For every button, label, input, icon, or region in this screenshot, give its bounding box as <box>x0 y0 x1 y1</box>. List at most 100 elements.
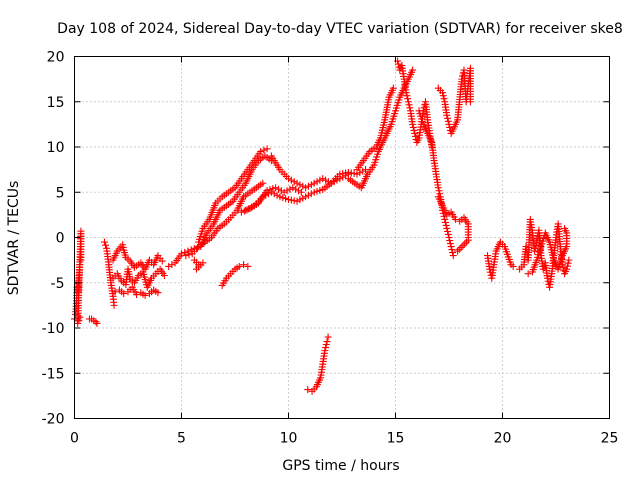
data-point <box>466 98 474 106</box>
data-point <box>565 256 573 264</box>
data-point <box>160 272 168 280</box>
data-point <box>110 301 118 309</box>
grid-layer <box>74 56 610 419</box>
data-point <box>403 92 411 100</box>
data-point <box>459 242 467 250</box>
data-point <box>454 247 462 255</box>
data-point <box>509 262 517 270</box>
data-point <box>446 237 454 245</box>
data-point <box>102 241 110 249</box>
data-point <box>405 101 413 109</box>
y-tick-label: 10 <box>47 140 65 156</box>
data-point <box>192 265 200 273</box>
data-point <box>100 238 108 246</box>
chart-title: Day 108 of 2024, Sidereal Day-to-day VTE… <box>57 21 623 37</box>
data-point <box>444 117 452 125</box>
x-tick-label: 15 <box>387 431 405 447</box>
data-point <box>263 145 271 153</box>
data-point <box>321 347 329 355</box>
data-point <box>445 234 453 241</box>
y-tick-label: -5 <box>51 276 65 292</box>
data-point <box>75 316 83 324</box>
data-point <box>409 120 417 128</box>
data-point <box>322 344 330 352</box>
data-point <box>451 215 459 223</box>
data-point <box>184 247 192 255</box>
data-point <box>441 215 449 223</box>
data-point <box>111 288 119 296</box>
data-point <box>235 262 243 270</box>
data-point <box>404 98 412 106</box>
data-point <box>486 265 494 273</box>
data-point <box>185 251 193 259</box>
data-point <box>244 262 252 270</box>
y-tick-label: 5 <box>56 185 65 201</box>
data-point <box>440 95 448 103</box>
data-point <box>439 92 447 100</box>
data-point <box>563 265 571 273</box>
data-point <box>187 246 195 254</box>
x-tick-label: 5 <box>177 431 186 447</box>
data-point <box>409 66 417 74</box>
x-axis-label: GPS time / hours <box>282 458 399 474</box>
data-point <box>182 252 190 260</box>
data-point <box>457 243 465 251</box>
data-point <box>165 262 173 270</box>
data-point <box>447 243 455 251</box>
data-point <box>133 291 141 299</box>
data-point <box>158 257 166 265</box>
data-point <box>324 333 332 341</box>
y-tick-label: 20 <box>47 50 65 66</box>
data-point <box>441 218 449 226</box>
x-tick-label: 20 <box>494 431 512 447</box>
data-point <box>389 84 397 92</box>
data-point <box>559 264 567 272</box>
data-point <box>561 224 569 232</box>
data-point <box>531 247 539 255</box>
data-point <box>259 179 267 187</box>
y-tick-label: -20 <box>42 412 65 428</box>
data-point <box>120 290 128 298</box>
y-tick-label: -10 <box>42 321 65 337</box>
data-point <box>461 240 469 248</box>
data-point <box>93 319 101 327</box>
data-point <box>439 89 447 97</box>
y-tick-label: 15 <box>47 95 65 111</box>
data-points <box>71 57 573 395</box>
data-point <box>435 187 443 195</box>
data-point <box>411 129 419 137</box>
x-tick-label: 0 <box>70 431 79 447</box>
data-point <box>449 249 457 257</box>
data-point <box>240 261 248 269</box>
data-point <box>304 386 312 394</box>
data-point <box>322 341 330 349</box>
data-point <box>563 262 571 270</box>
data-point <box>448 246 456 254</box>
data-point <box>443 224 451 232</box>
data-point <box>404 95 412 103</box>
data-point <box>445 120 453 128</box>
x-tick-label: 25 <box>601 431 619 447</box>
data-point <box>74 319 82 327</box>
data-point <box>76 313 84 321</box>
data-point <box>168 261 176 269</box>
data-point <box>323 338 331 346</box>
x-tick-label: 10 <box>280 431 298 447</box>
data-point <box>260 146 268 154</box>
data-point <box>543 274 551 282</box>
data-point <box>409 123 417 131</box>
data-point <box>297 188 305 196</box>
y-tick-label: 0 <box>56 231 65 247</box>
data-point <box>449 252 457 260</box>
data-point <box>524 270 532 278</box>
data-point <box>444 230 452 238</box>
data-point <box>455 245 463 253</box>
data-point <box>411 132 419 140</box>
data-point <box>444 227 452 235</box>
tick-layer <box>74 56 610 419</box>
data-point <box>402 89 410 97</box>
data-point <box>462 238 470 246</box>
data-point <box>394 60 402 68</box>
data-point <box>181 248 189 256</box>
